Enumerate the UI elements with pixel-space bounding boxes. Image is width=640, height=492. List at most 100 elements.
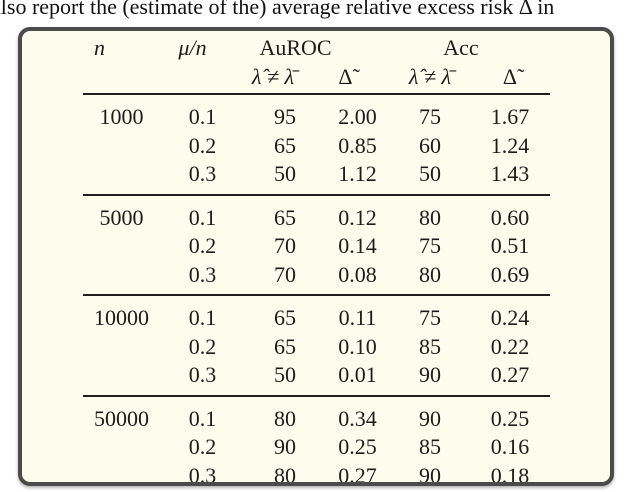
cell-acc-delta-tilde: 1.24 [490, 132, 530, 158]
cell-auroc-lambda-mismatch: 65 [245, 294, 325, 333]
col-header-auroc-label: AuROC [259, 35, 332, 60]
cell-auroc-lambda-mismatch: 70 [274, 261, 296, 287]
cell-auroc-lambda-mismatch: 80 [245, 394, 325, 433]
cell-auroc-lambda-mismatch: 90 [274, 434, 296, 460]
cell-auroc-delta-tilde: 2.00 [338, 104, 377, 130]
subheader-auroc-delta-tilde-label: Δ̃ [338, 64, 353, 89]
cell-n [83, 232, 160, 261]
col-header-n: n [83, 34, 160, 61]
table-header: n μ/n AuROC Acc λ̂ ≠ λ̄ Δ̃ λ̂ ≠ λ̄ Δ̃ [83, 34, 550, 95]
cell-auroc-delta-tilde: 1.12 [338, 161, 377, 187]
col-header-mu-over-n-label: μ/n [178, 35, 207, 60]
cell-acc-delta-tilde: 0.51 [490, 233, 530, 259]
cell-auroc-lambda-mismatch: 65 [274, 333, 296, 359]
cell-acc-delta-tilde: 0.24 [470, 294, 550, 333]
cell-mu-over-n: 0.2 [188, 132, 217, 158]
cell-auroc-delta-tilde: 0.12 [325, 193, 390, 232]
cell-acc-lambda-mismatch: 85 [419, 333, 441, 359]
cell-mu-over-n: 0.3 [188, 362, 217, 388]
cell-auroc-delta-tilde: 0.11 [325, 294, 390, 333]
cell-auroc-lambda-mismatch: 50 [274, 362, 296, 388]
cell-auroc-delta-tilde: 0.34 [325, 394, 390, 433]
table-group-n-5000: 5000 0.1 65 0.12 80 0.60 0.2 70 0.14 75 0.51 0.3 70 0… [83, 193, 550, 296]
subheader-auroc-lambda-mismatch: λ̂ ≠ λ̄ [245, 61, 325, 95]
table-row: 5000 0.1 65 0.12 80 0.60 [83, 193, 550, 232]
cell-auroc-delta-tilde: 0.01 [338, 362, 377, 388]
cell-mu-over-n: 0.3 [188, 462, 217, 486]
cell-auroc-delta-tilde: 0.10 [338, 333, 377, 359]
cell-acc-delta-tilde: 1.67 [490, 104, 530, 130]
table-row: 0.3 50 1.12 50 1.43 [83, 160, 550, 195]
cell-mu-over-n: 0.2 [188, 233, 217, 259]
table-row: 0.3 50 0.01 90 0.27 [83, 361, 550, 396]
cell-n [83, 160, 160, 195]
cell-n [83, 462, 160, 483]
cell-n: 1000 [99, 104, 144, 130]
col-header-auroc: AuROC [245, 34, 390, 61]
subheader-acc-lambda-mismatch-label: λ̂ ≠ λ̄ [408, 64, 452, 89]
subheader-empty-n [83, 61, 160, 95]
cell-acc-delta-tilde: 0.22 [490, 333, 530, 359]
cell-acc-delta-tilde: 0.16 [490, 434, 530, 460]
cell-auroc-delta-tilde: 0.27 [338, 462, 377, 486]
cell-n [83, 261, 160, 296]
table-row: 50000 0.1 80 0.34 90 0.25 [83, 394, 550, 433]
cell-acc-lambda-mismatch: 50 [419, 161, 441, 187]
cell-mu-over-n: 0.1 [160, 193, 245, 232]
cell-acc-delta-tilde: 0.25 [470, 394, 550, 433]
table-group-n-10000: 10000 0.1 65 0.11 75 0.24 0.2 65 0.10 85 0.22 0.3 50… [83, 294, 550, 396]
cell-acc-lambda-mismatch: 90 [419, 362, 441, 388]
cell-acc-lambda-mismatch: 80 [390, 193, 470, 232]
cell-acc-lambda-mismatch: 75 [419, 104, 441, 130]
subheader-acc-lambda-mismatch: λ̂ ≠ λ̄ [390, 61, 470, 95]
cell-acc-delta-tilde: 1.43 [490, 161, 530, 187]
cell-acc-delta-tilde: 0.27 [490, 362, 530, 388]
cell-acc-lambda-mismatch: 60 [419, 132, 441, 158]
col-header-acc-label: Acc [443, 35, 479, 60]
subheader-acc-delta-tilde-label: Δ̃ [502, 64, 518, 89]
cell-mu-over-n: 0.2 [188, 434, 217, 460]
cell-n: 5000 [83, 193, 160, 232]
cell-auroc-lambda-mismatch: 70 [274, 233, 296, 259]
subheader-empty-mu [160, 61, 245, 95]
subheader-acc-delta-tilde: Δ̃ [470, 61, 550, 95]
cell-mu-over-n: 0.2 [188, 333, 217, 359]
cell-n [83, 333, 160, 362]
cell-acc-lambda-mismatch: 75 [390, 294, 470, 333]
cell-n: 50000 [83, 394, 160, 433]
table-row: 0.2 90 0.25 85 0.16 [83, 433, 550, 462]
table-row: 1000 0.1 95 2.00 75 1.67 [83, 94, 550, 132]
cell-auroc-lambda-mismatch: 95 [274, 104, 296, 130]
cell-auroc-lambda-mismatch: 65 [274, 132, 296, 158]
results-table: n μ/n AuROC Acc λ̂ ≠ λ̄ Δ̃ λ̂ ≠ λ̄ Δ̃ 10… [83, 34, 550, 486]
table-row: 0.2 65 0.85 60 1.24 [83, 132, 550, 161]
cell-auroc-lambda-mismatch: 50 [274, 161, 296, 187]
cell-acc-delta-tilde: 0.60 [470, 193, 550, 232]
cell-acc-delta-tilde: 0.69 [490, 261, 530, 287]
cell-acc-lambda-mismatch: 90 [419, 462, 441, 486]
cell-n: 10000 [83, 294, 160, 333]
table-row: 0.3 80 0.27 90 0.18 [83, 462, 550, 486]
cell-acc-lambda-mismatch: 85 [419, 434, 441, 460]
table-row: 0.2 70 0.14 75 0.51 [83, 232, 550, 261]
cell-n [83, 361, 160, 396]
cell-n [83, 132, 160, 161]
header-row-groups: n μ/n AuROC Acc [83, 34, 550, 61]
header-row-subcolumns: λ̂ ≠ λ̄ Δ̃ λ̂ ≠ λ̄ Δ̃ [83, 61, 550, 95]
table-row: 0.2 65 0.10 85 0.22 [83, 333, 550, 362]
table-row: 0.3 70 0.08 80 0.69 [83, 261, 550, 296]
col-header-n-label: n [94, 35, 105, 60]
col-header-mu-over-n: μ/n [160, 34, 245, 61]
caption-text: also report the (estimate of the) averag… [0, 0, 555, 19]
cell-auroc-delta-tilde: 0.08 [338, 261, 377, 287]
subheader-auroc-delta-tilde: Δ̃ [325, 61, 390, 95]
cell-acc-lambda-mismatch: 80 [419, 261, 441, 287]
table-frame: n μ/n AuROC Acc λ̂ ≠ λ̄ Δ̃ λ̂ ≠ λ̄ Δ̃ 10… [18, 27, 614, 486]
table-group-n-50000: 50000 0.1 80 0.34 90 0.25 0.2 90 0.25 85 0.16 0.3 80… [83, 394, 550, 486]
cell-auroc-lambda-mismatch: 65 [245, 193, 325, 232]
col-header-acc: Acc [390, 34, 550, 61]
cell-auroc-delta-tilde: 0.25 [338, 434, 377, 460]
cell-mu-over-n: 0.1 [160, 394, 245, 433]
cell-n [83, 433, 160, 462]
subheader-auroc-lambda-mismatch-label: λ̂ ≠ λ̄ [251, 64, 295, 89]
